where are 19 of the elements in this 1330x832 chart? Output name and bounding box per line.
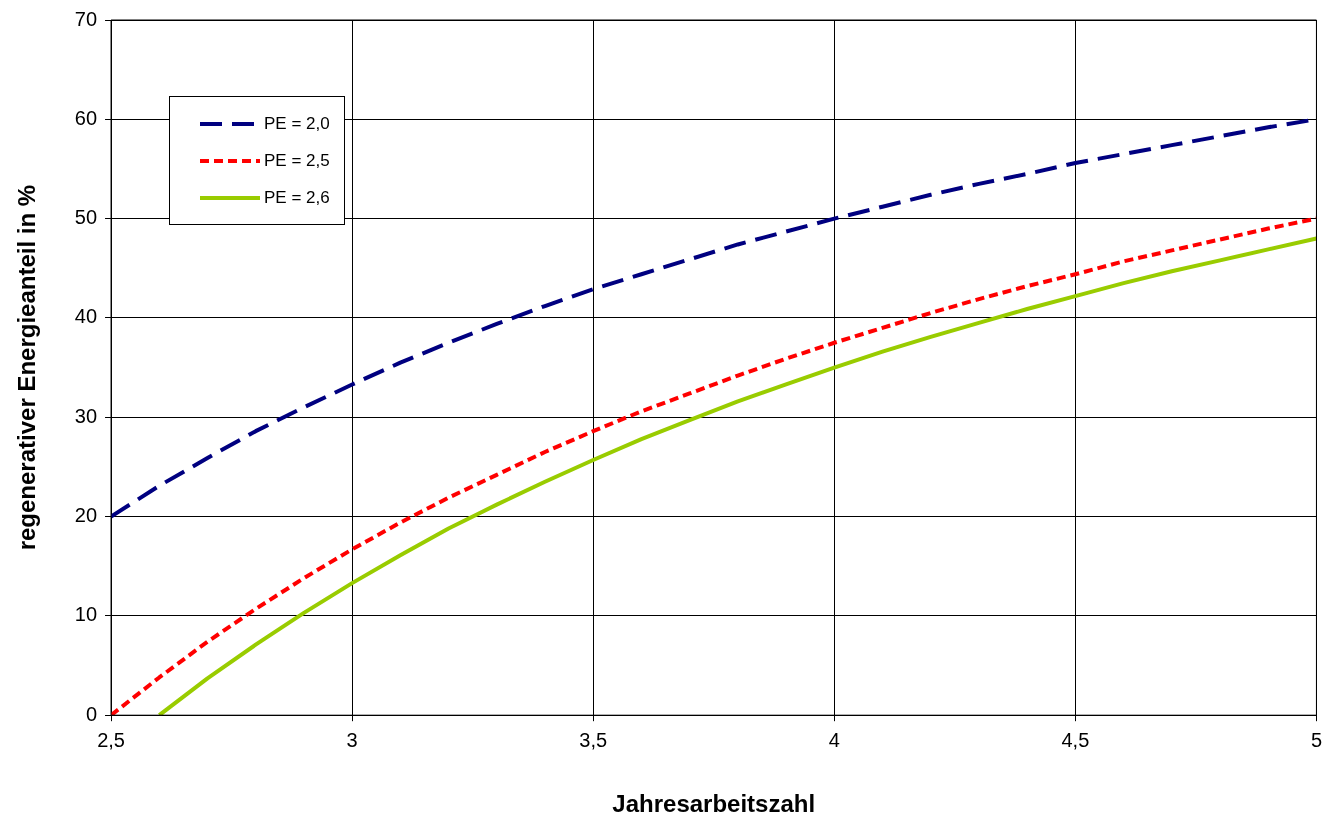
x-tick-label: 5 (1310, 728, 1322, 751)
x-tick-label: 3,5 (579, 728, 608, 751)
y-tick-label: 50 (74, 206, 98, 229)
y-tick-label: 0 (85, 702, 98, 725)
x-tick-label: 3 (346, 728, 358, 751)
y-tick-label: 20 (74, 504, 98, 527)
y-tick-label: 40 (74, 305, 98, 328)
x-tick-label: 4 (828, 728, 840, 751)
legend-label: PE = 2,6 (264, 187, 330, 208)
y-axis-title: regenerativer Energieanteil in % (13, 184, 41, 551)
y-tick-label: 30 (74, 404, 98, 427)
y-tick-label: 10 (74, 603, 98, 626)
legend-label: PE = 2,0 (264, 113, 330, 134)
y-tick-label: 70 (74, 7, 98, 30)
y-tick-label: 60 (74, 106, 98, 129)
x-tick-label: 4,5 (1061, 728, 1090, 751)
x-axis-title: Jahresarbeitszahl (612, 790, 816, 818)
x-tick-label: 2,5 (97, 728, 125, 751)
legend-label: PE = 2,5 (264, 150, 330, 171)
